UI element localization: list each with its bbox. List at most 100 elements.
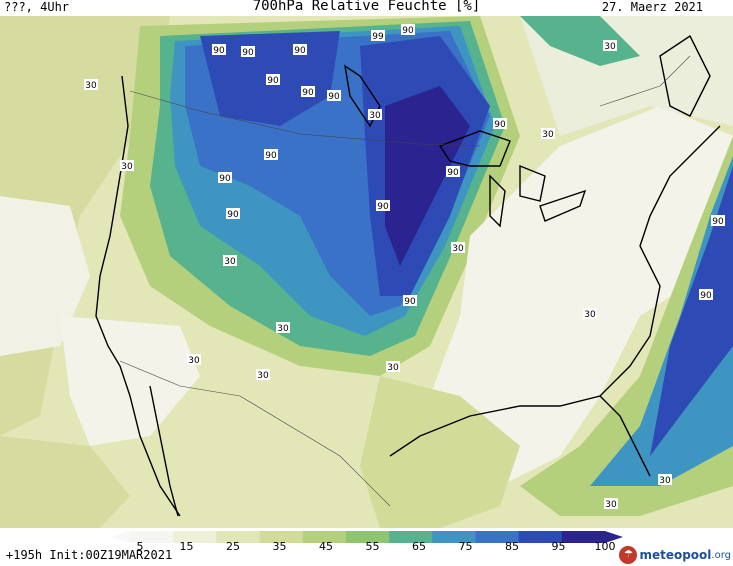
colorbar-ramp (110, 531, 623, 543)
deep-saturation-area (385, 86, 470, 266)
political-borders (119, 55, 691, 507)
contour-label: 90 (699, 289, 713, 301)
colorbar-swatch (432, 531, 476, 543)
svg-text:90: 90 (219, 174, 231, 184)
gulf-and-east-coast (389, 125, 721, 457)
contour-label: 90 (401, 24, 415, 36)
atlantic-band-mid (590, 156, 733, 486)
contour-label: 90 (376, 200, 390, 212)
footer: 5 15 25 35 45 55 65 75 85 95 100 +195h Init:00Z19M… (0, 528, 733, 566)
contour-label: 30 (368, 109, 382, 121)
atlantic-band-core (650, 166, 733, 456)
run-time-label: ???, 4Uhr (4, 0, 70, 14)
contour-label: 90 (711, 215, 725, 227)
svg-text:30: 30 (452, 244, 464, 254)
colorbar-tick: 75 (458, 540, 473, 553)
contour-label: 30 (541, 128, 555, 140)
svg-text:30: 30 (224, 257, 236, 267)
logo-icon: ☂ (619, 546, 638, 564)
contour-label: 30 (583, 308, 597, 320)
pacific-dry-area (0, 196, 90, 356)
colorbar-tick: 5 (136, 540, 144, 553)
header: ???, 4Uhr 700hPa Relative Feuchte [%] 27… (0, 0, 733, 16)
contour-label: 30 (386, 361, 400, 373)
colorbar-tick: 100 (594, 540, 616, 553)
svg-text:90: 90 (242, 48, 254, 58)
svg-text:30: 30 (604, 42, 616, 52)
colorbar-tick: 35 (272, 540, 287, 553)
contour-label: 90 (218, 172, 232, 184)
svg-text:90: 90 (213, 46, 225, 56)
svg-text:90: 90 (377, 202, 389, 212)
colorbar-swatch (302, 531, 347, 543)
contour-label: 90 (301, 86, 315, 98)
contour-label: 30 (658, 474, 672, 486)
baja-coast (149, 385, 179, 517)
run-info: +195h Init:00Z19MAR2021 (6, 548, 173, 562)
northeast-moisture-patch (520, 16, 640, 66)
colorbar-tick: 15 (179, 540, 194, 553)
contour-label: 30 (276, 322, 290, 334)
lake-erie (539, 189, 587, 222)
svg-text:90: 90 (402, 26, 414, 36)
us-mexico-border (119, 360, 391, 507)
lake-superior (438, 130, 511, 167)
svg-text:90: 90 (404, 297, 416, 307)
quebec-border (599, 55, 691, 107)
colorbar-swatch (345, 531, 390, 543)
contour-label: 30 (451, 242, 465, 254)
colorbar-tick: 45 (319, 540, 333, 553)
svg-text:90: 90 (265, 151, 277, 161)
contour-label: 30 (120, 160, 134, 172)
contour-label: 90 (403, 295, 417, 307)
svg-text:30: 30 (659, 476, 671, 486)
svg-text:99: 99 (372, 32, 384, 42)
contour-label: 30 (604, 498, 618, 510)
contour-label: 90 (327, 90, 341, 102)
svg-text:30: 30 (277, 324, 289, 334)
contour-label: 30 (84, 79, 98, 91)
contour-label: 99 (371, 30, 385, 42)
colorbar-tick: 65 (412, 540, 426, 553)
valid-date: 27. Maerz 2021 (601, 0, 703, 14)
colorbar-underflow (110, 531, 130, 543)
svg-text:30: 30 (605, 500, 617, 510)
lake-huron (519, 164, 546, 202)
svg-text:90: 90 (447, 168, 459, 178)
svg-text:90: 90 (328, 92, 340, 102)
contour-label: 30 (187, 354, 201, 366)
contour-label: 90 (212, 44, 226, 56)
svg-text:30: 30 (121, 162, 133, 172)
southwest-dry-area (60, 316, 200, 446)
svg-text:90: 90 (267, 76, 279, 86)
logo-name: meteopool (639, 548, 712, 562)
colorbar-swatch (173, 531, 217, 543)
colorbar-swatch (216, 531, 261, 543)
florida-coast (599, 395, 651, 477)
svg-text:90: 90 (712, 217, 724, 227)
svg-text:30: 30 (188, 356, 200, 366)
us-canada-border (129, 90, 481, 147)
svg-text:90: 90 (302, 88, 314, 98)
contour-labels: 90 90 90 90 99 90 90 90 30 90 90 30 90 3… (84, 24, 725, 510)
colorbar-tick: 25 (226, 540, 240, 553)
contour-label: 30 (603, 40, 617, 52)
colorbar-tick: 55 (365, 540, 380, 553)
svg-text:30: 30 (542, 130, 554, 140)
colorbar-swatch (518, 531, 563, 543)
contour-label: 90 (493, 118, 507, 130)
meteopool-logo[interactable]: ☂ meteopool .org (619, 546, 731, 564)
svg-text:90: 90 (294, 46, 306, 56)
contour-label: 30 (256, 369, 270, 381)
colorbar-swatch (130, 531, 174, 543)
svg-text:30: 30 (257, 371, 269, 381)
contour-label: 90 (293, 44, 307, 56)
quebec-coast (659, 34, 711, 117)
colorbar-swatch (259, 531, 304, 543)
map-title: 700hPa Relative Feuchte [%] (252, 0, 481, 14)
contour-label: 90 (241, 46, 255, 58)
colorbar: 5 15 25 35 45 55 65 75 85 95 100 (110, 528, 630, 553)
contour-label: 90 (264, 149, 278, 161)
colorbar-swatch (561, 531, 606, 543)
colorbar-overflow (605, 531, 623, 543)
